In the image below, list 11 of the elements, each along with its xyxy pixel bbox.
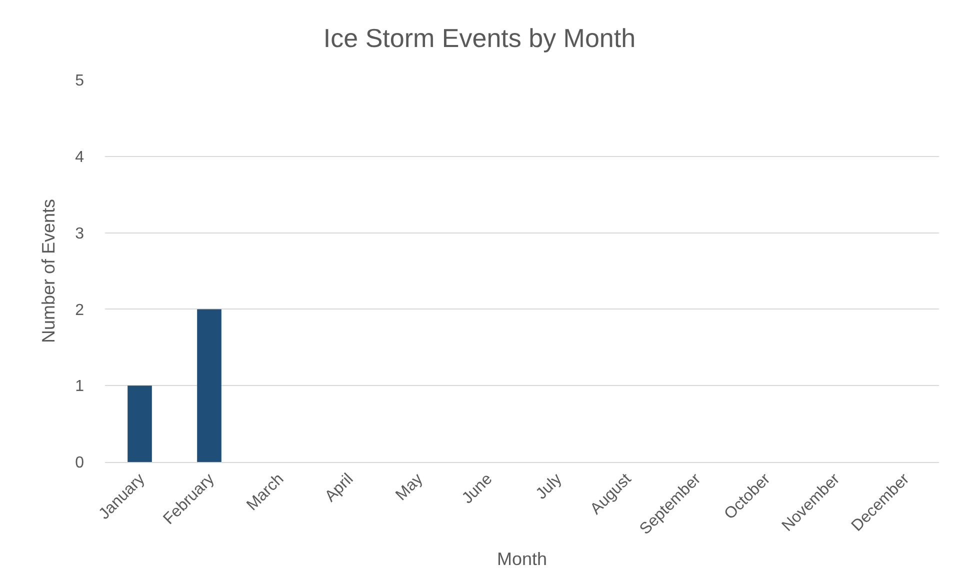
x-tick-label: July [533, 470, 566, 503]
y-tick-label: 5 [75, 72, 84, 90]
x-axis-title: Month [496, 549, 548, 570]
y-tick-label: 2 [75, 302, 84, 319]
y-tick-label: 4 [75, 149, 84, 166]
y-tick-label: 1 [75, 378, 84, 396]
y-tick-label: 0 [75, 454, 84, 472]
chart-title: Ice Storm Events by Month [323, 23, 636, 54]
y-tick-label: 3 [75, 225, 84, 242]
y-axis-title: Number of Events [38, 198, 58, 344]
x-tick-label: May [392, 470, 426, 504]
